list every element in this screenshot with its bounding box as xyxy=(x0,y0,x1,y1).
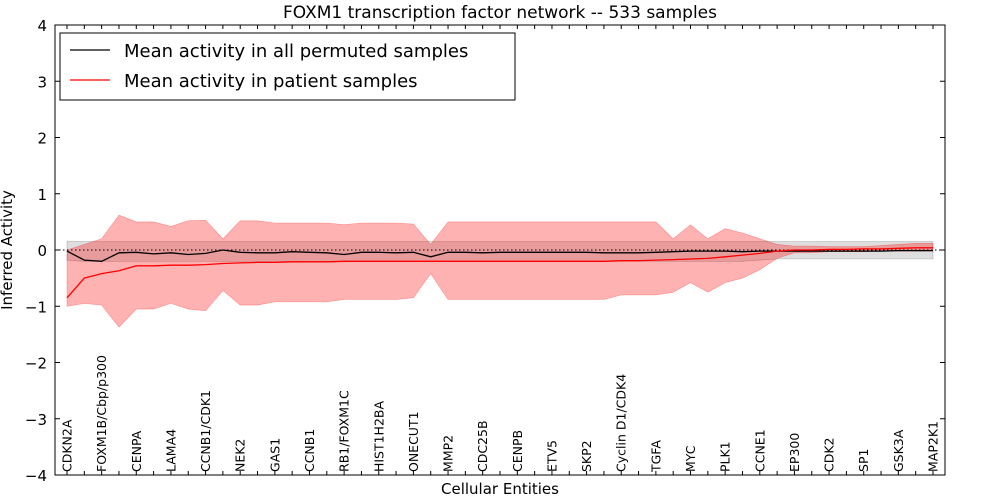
x-tick-label: CCNE1 xyxy=(752,429,767,472)
x-tick-label: EP300 xyxy=(787,433,802,472)
x-tick-label: CDKN2A xyxy=(60,419,75,472)
x-tick-label: GSK3A xyxy=(891,429,906,472)
x-tick-label: GAS1 xyxy=(267,438,282,472)
line-series-0 xyxy=(66,249,933,262)
x-tick-label: SP1 xyxy=(856,449,871,472)
x-tick-label: ONECUT1 xyxy=(406,411,421,472)
chart-title: FOXM1 transcription factor network -- 53… xyxy=(283,3,717,23)
y-tick-label: −4 xyxy=(25,467,47,485)
y-axis-label: Inferred Activity xyxy=(0,190,16,310)
legend: Mean activity in all permuted samples Me… xyxy=(59,32,516,101)
x-tick-label: MYC xyxy=(683,445,698,472)
y-tick-label: 0 xyxy=(37,242,47,260)
x-tick-label: MAP2K1 xyxy=(926,421,941,472)
y-tick-label: −3 xyxy=(25,411,47,429)
legend-box xyxy=(59,32,516,101)
x-tick-label: CENPA xyxy=(129,430,144,472)
y-tick-label: 1 xyxy=(37,186,47,204)
x-tick-label: LAMA4 xyxy=(163,429,178,472)
x-tick-label: Cyclin D1/CDK4 xyxy=(614,374,629,472)
y-tick-label: 3 xyxy=(37,73,47,91)
x-tick-label: PLK1 xyxy=(718,441,733,472)
x-tick-label: MMP2 xyxy=(441,435,456,472)
y-tick-label: −1 xyxy=(25,298,47,316)
x-tick-label: RB1/FOXM1C xyxy=(337,390,352,472)
legend-label-permuted: Mean activity in all permuted samples xyxy=(124,41,468,62)
y-tick-label: 4 xyxy=(37,17,47,35)
x-tick-label: CENPB xyxy=(510,430,525,472)
x-tick-label: TGFA xyxy=(648,440,663,473)
x-tick-label: ETV5 xyxy=(545,440,560,472)
x-tick-label: NEK2 xyxy=(233,439,248,472)
legend-label-patient: Mean activity in patient samples xyxy=(124,71,418,92)
x-tick-label: CCNB1 xyxy=(302,429,317,472)
x-tick-label: CDK2 xyxy=(822,438,837,473)
x-tick-label: HIST1H2BA xyxy=(371,401,386,473)
x-tick-label: SKP2 xyxy=(579,440,594,472)
line-series-1 xyxy=(66,247,933,299)
y-tick-label: 2 xyxy=(37,130,47,148)
x-tick-label: CDC25B xyxy=(475,420,490,472)
y-tick-label: −2 xyxy=(25,355,47,373)
x-tick-label: FOXM1B/Cbp/p300 xyxy=(94,355,109,472)
x-axis-label: Cellular Entities xyxy=(441,480,559,498)
x-tick-label: CCNB1/CDK1 xyxy=(198,390,213,472)
